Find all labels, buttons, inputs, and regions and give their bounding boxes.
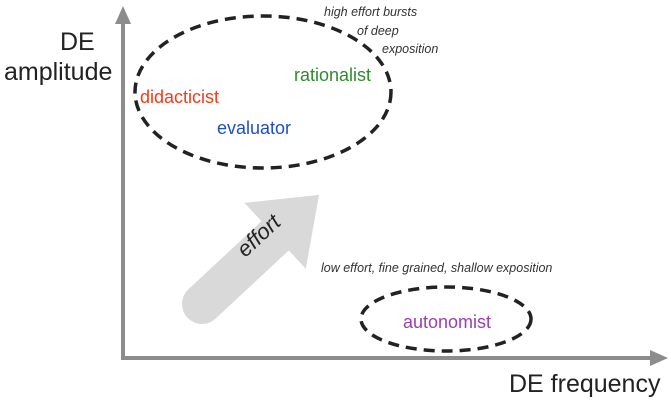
low-effort-note: low effort, fine grained, shallow exposi… — [321, 261, 553, 275]
effort-arrow — [182, 194, 320, 324]
high-effort-region-ellipse — [133, 14, 393, 170]
high-effort-note-line2: of deep — [357, 24, 399, 38]
x-axis-label: DE frequency — [509, 370, 661, 398]
y-axis-label-line1: DE — [60, 28, 95, 56]
role-rationalist: rationalist — [294, 65, 372, 85]
role-autonomist: autonomist — [403, 312, 492, 332]
role-evaluator: evaluator — [217, 118, 292, 138]
low-effort-region-ellipse — [359, 285, 533, 353]
x-axis-arrowhead — [650, 350, 668, 366]
y-axis-arrowhead — [115, 6, 131, 24]
role-didacticist: didacticist — [140, 87, 220, 107]
high-effort-note-line3: exposition — [382, 42, 439, 56]
high-effort-note-line1: high effort bursts — [324, 5, 418, 19]
y-axis-label-line2: amplitude — [4, 58, 113, 86]
